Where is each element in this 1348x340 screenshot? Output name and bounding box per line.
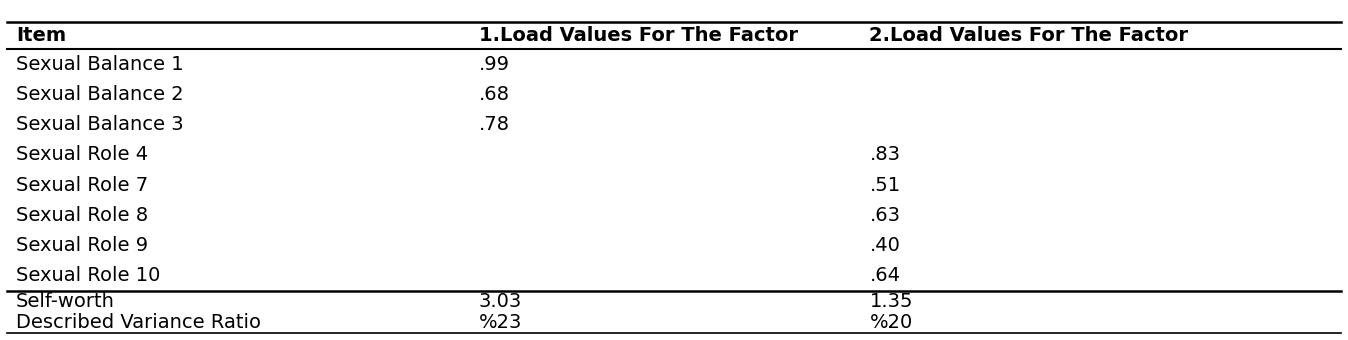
Text: .64: .64 — [869, 266, 900, 285]
Text: %20: %20 — [869, 313, 913, 332]
Text: .78: .78 — [479, 115, 510, 134]
Text: .40: .40 — [869, 236, 900, 255]
Text: Sexual Role 4: Sexual Role 4 — [16, 146, 148, 165]
Text: Sexual Balance 1: Sexual Balance 1 — [16, 55, 183, 74]
Text: Self-worth: Self-worth — [16, 292, 115, 311]
Text: 1.35: 1.35 — [869, 292, 913, 311]
Text: Sexual Balance 2: Sexual Balance 2 — [16, 85, 183, 104]
Text: 2.Load Values For The Factor: 2.Load Values For The Factor — [869, 26, 1189, 45]
Text: Sexual Balance 3: Sexual Balance 3 — [16, 115, 183, 134]
Text: Sexual Role 10: Sexual Role 10 — [16, 266, 160, 285]
Text: Sexual Role 8: Sexual Role 8 — [16, 206, 148, 225]
Text: Described Variance Ratio: Described Variance Ratio — [16, 313, 262, 332]
Text: 3.03: 3.03 — [479, 292, 522, 311]
Text: 1.Load Values For The Factor: 1.Load Values For The Factor — [479, 26, 798, 45]
Text: %23: %23 — [479, 313, 522, 332]
Text: .99: .99 — [479, 55, 510, 74]
Text: Item: Item — [16, 26, 66, 45]
Text: .83: .83 — [869, 146, 900, 165]
Text: Sexual Role 7: Sexual Role 7 — [16, 175, 148, 194]
Text: .51: .51 — [869, 175, 900, 194]
Text: Sexual Role 9: Sexual Role 9 — [16, 236, 148, 255]
Text: .63: .63 — [869, 206, 900, 225]
Text: .68: .68 — [479, 85, 510, 104]
